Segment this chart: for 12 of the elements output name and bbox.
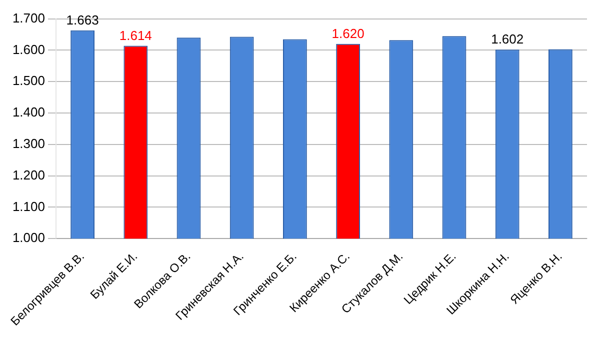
y-tick-label: 1.100 [12, 198, 45, 214]
y-tick-label: 1.400 [12, 104, 45, 120]
y-tick-label: 1.200 [12, 167, 45, 182]
data-label: 1.663 [66, 12, 99, 28]
y-tick-label: 1.000 [12, 230, 45, 246]
y-tick-label: 1.300 [12, 136, 45, 151]
data-label: 1.614 [119, 28, 152, 43]
y-tick-label: 1.600 [12, 42, 45, 57]
data-label: 1.602 [491, 32, 524, 47]
y-tick-label: 1.500 [12, 73, 45, 88]
data-label: 1.620 [332, 26, 364, 41]
y-tick-label: 1.700 [12, 10, 45, 26]
